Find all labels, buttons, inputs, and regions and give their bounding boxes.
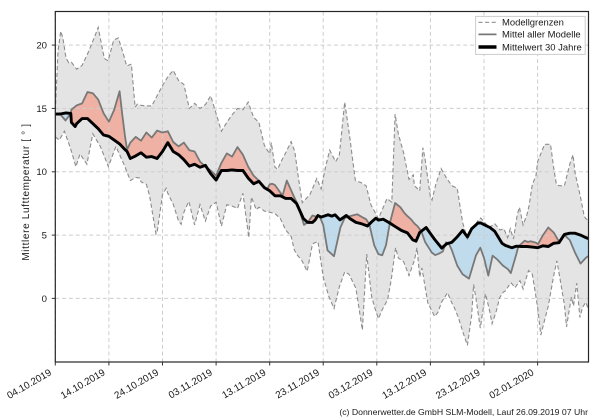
svg-text:Mittlere Lufttemperatur [ ° ]: Mittlere Lufttemperatur [ ° ]	[21, 123, 32, 260]
svg-text:0: 0	[42, 294, 47, 305]
svg-text:10: 10	[36, 167, 47, 178]
svg-text:Mittelwert 30 Jahre: Mittelwert 30 Jahre	[502, 42, 582, 53]
svg-text:Modellgrenzen: Modellgrenzen	[502, 18, 564, 29]
svg-text:15: 15	[36, 104, 47, 115]
svg-text:(c) Donnerwetter.de GmbH SLM-M: (c) Donnerwetter.de GmbH SLM-Modell, Lau…	[339, 407, 588, 417]
svg-text:Mittel aller Modelle: Mittel aller Modelle	[502, 30, 581, 41]
svg-text:5: 5	[42, 231, 47, 242]
svg-text:20: 20	[36, 41, 47, 52]
